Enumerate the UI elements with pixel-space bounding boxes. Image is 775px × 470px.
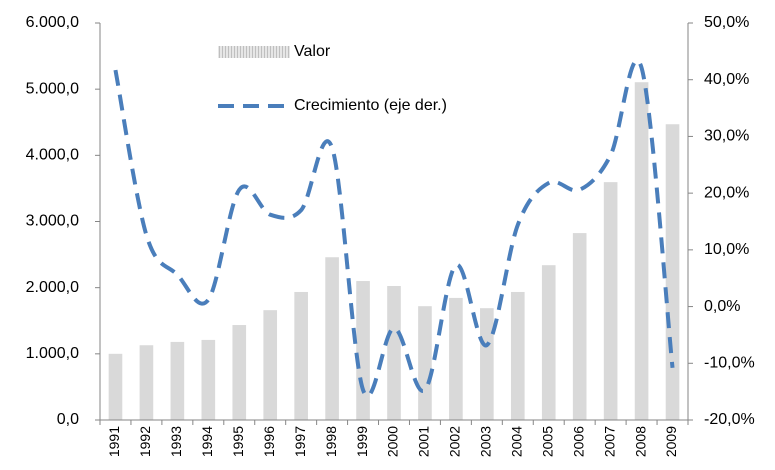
y2-tick-label: 40,0% [704, 71, 749, 88]
bar [139, 345, 154, 420]
legend-label: Crecimiento (eje der.) [294, 97, 447, 114]
bar [325, 257, 339, 420]
bar [634, 82, 649, 420]
y2-tick-label: 0,0% [704, 298, 740, 315]
bar [356, 281, 370, 420]
bar [541, 265, 556, 420]
y-tick-label: 6.000,0 [26, 14, 79, 31]
bar [294, 291, 308, 420]
x-tick-label: 2004 [508, 426, 524, 457]
bar [387, 286, 401, 420]
bar [170, 341, 185, 420]
y2-tick-label: 50,0% [704, 14, 749, 31]
x-tick-label: 1993 [168, 426, 184, 457]
x-tick-label: 1997 [292, 426, 308, 457]
x-tick-label: 2009 [663, 426, 679, 457]
y-tick-label: 1.000,0 [26, 345, 79, 362]
x-tick-label: 1995 [230, 426, 246, 457]
y2-tick-label: 30,0% [704, 128, 749, 145]
y2-tick-label: -10,0% [704, 355, 755, 372]
x-tick-label: 2006 [570, 426, 586, 457]
x-tick-label: 2005 [539, 426, 555, 457]
y-tick-label: 3.000,0 [26, 213, 79, 230]
bar [603, 182, 618, 420]
bar [480, 308, 494, 420]
x-tick-label: 2001 [416, 426, 432, 457]
x-tick-label: 1994 [199, 426, 215, 457]
y-tick-label: 4.000,0 [26, 147, 79, 164]
y-tick-label: 0,0 [57, 411, 79, 428]
y-tick-label: 2.000,0 [26, 279, 79, 296]
bar [263, 310, 278, 420]
x-tick-label: 1999 [354, 426, 370, 457]
x-tick-label: 2000 [385, 426, 401, 457]
x-tick-label: 2008 [632, 426, 648, 457]
x-tick-label: 1998 [323, 426, 339, 457]
bar [232, 325, 247, 420]
bar [418, 306, 432, 420]
x-tick-label: 2007 [601, 426, 617, 457]
x-tick-label: 1992 [137, 426, 153, 457]
x-tick-label: 1996 [261, 426, 277, 457]
legend-swatch [218, 46, 290, 58]
bar [665, 124, 680, 421]
bar [510, 291, 525, 420]
y-tick-label: 5.000,0 [26, 80, 79, 97]
x-tick-label: 2002 [447, 426, 463, 457]
y2-tick-label: 20,0% [704, 184, 749, 201]
bar [108, 353, 123, 420]
bar [201, 339, 216, 420]
x-tick-label: 2003 [478, 426, 494, 457]
x-tick-label: 1991 [106, 426, 122, 457]
bar [449, 297, 463, 420]
line [113, 58, 675, 398]
legend-label: Valor [294, 43, 331, 60]
bar [572, 233, 587, 420]
y2-tick-label: -20,0% [704, 411, 755, 428]
y2-tick-label: 10,0% [704, 241, 749, 258]
